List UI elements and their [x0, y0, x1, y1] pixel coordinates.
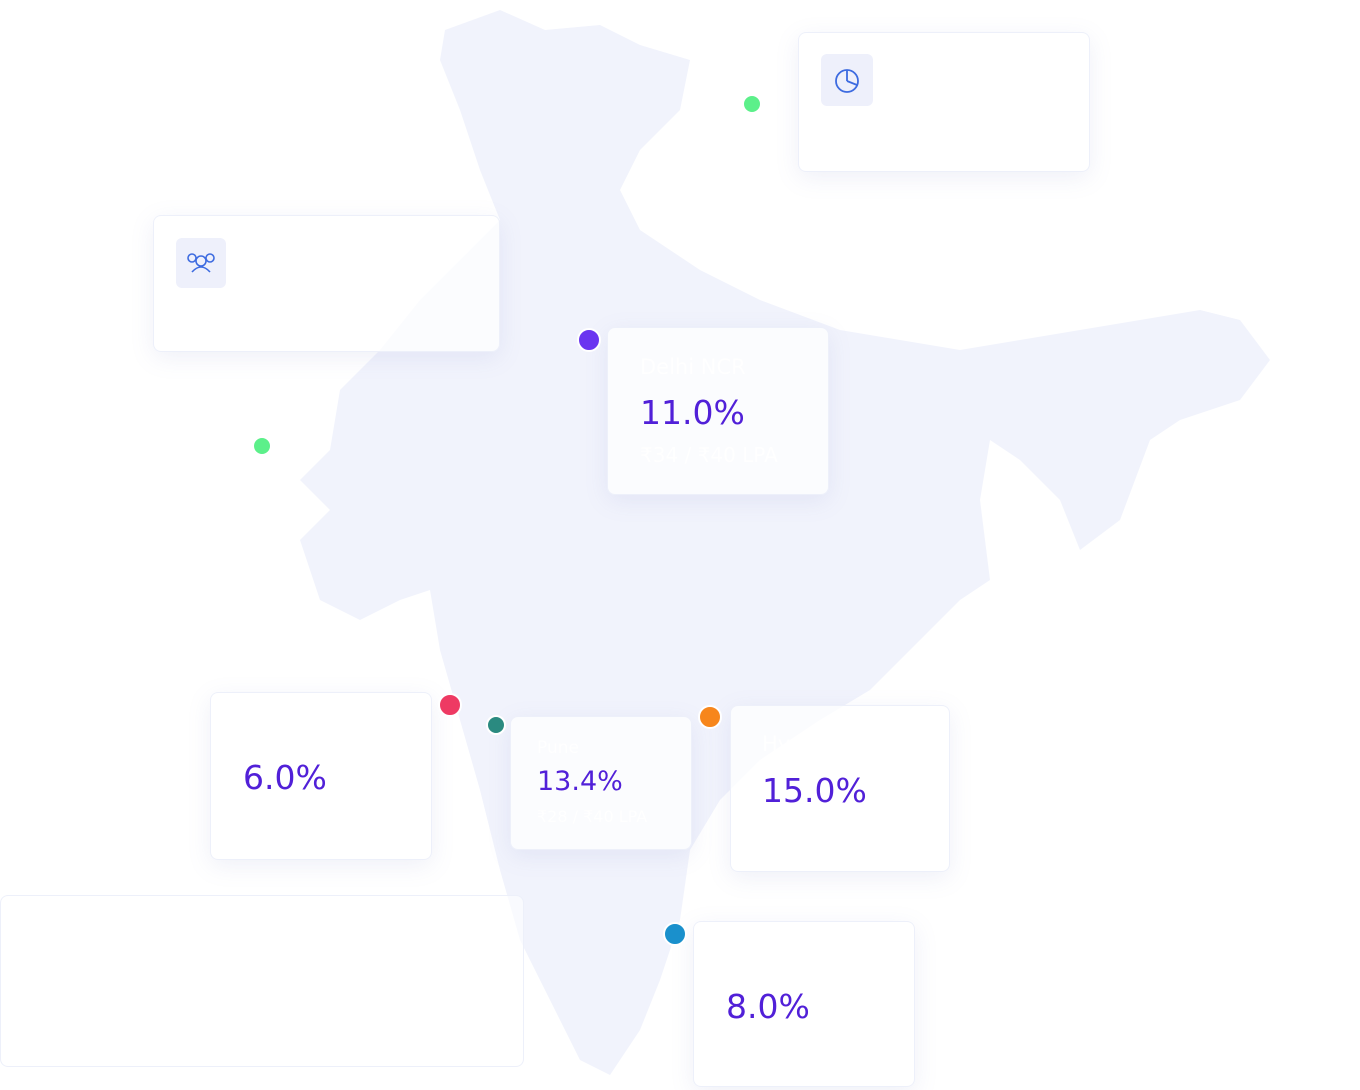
map-dot — [577, 328, 601, 352]
city-share: 6.0% — [243, 758, 327, 797]
stat-value: ~22% — [893, 50, 991, 88]
map-dot — [438, 693, 462, 717]
map-dot — [698, 705, 722, 729]
city-share: 11.0% — [640, 393, 745, 432]
city-name: Pune — [537, 738, 579, 758]
city-card — [607, 327, 829, 495]
city-salary: ₹34 / ₹40 LPA — [640, 443, 778, 467]
people-icon — [176, 238, 226, 288]
map-dot — [663, 922, 687, 946]
city-name: Delhi NCR — [640, 355, 746, 379]
stat-value: 2,200 — [248, 270, 340, 308]
city-name: Hyderabad — [762, 732, 878, 756]
city-card — [210, 692, 432, 860]
city-share: 15.0% — [762, 771, 867, 810]
pie-icon — [821, 54, 873, 106]
city-salary: ₹28 / ₹40 LPA — [537, 807, 648, 826]
city-card — [693, 921, 915, 1087]
map-dot — [486, 715, 506, 735]
map-dot — [252, 436, 272, 456]
note-card — [0, 895, 524, 1067]
city-card — [510, 716, 692, 850]
city-share: 13.4% — [537, 766, 623, 797]
city-share: 8.0% — [726, 987, 810, 1026]
city-card — [730, 705, 950, 872]
map-dot — [742, 94, 762, 114]
